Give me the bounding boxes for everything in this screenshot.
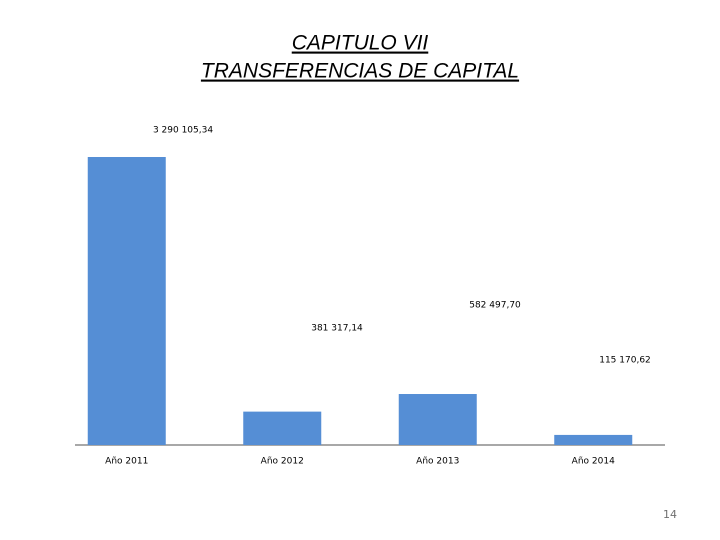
x-tick-label: Año 2013	[416, 457, 459, 467]
x-tick-label: Año 2014	[572, 457, 615, 467]
bar	[87, 157, 166, 445]
title-line: TRANSFERENCIAS DE CAPITAL	[201, 60, 519, 83]
value-label: 115 170,62	[599, 356, 651, 366]
bar	[243, 411, 322, 445]
page-number: 14	[663, 508, 677, 521]
bar	[554, 434, 633, 445]
value-label: 381 317,14	[311, 324, 363, 334]
bar	[398, 394, 477, 445]
title-line: CAPITULO VII	[292, 32, 429, 55]
value-label: 3 290 105,34	[153, 126, 213, 136]
x-tick-label: Año 2011	[105, 457, 148, 467]
x-tick-label: Año 2012	[261, 457, 304, 467]
value-label: 582 497,70	[469, 301, 521, 311]
